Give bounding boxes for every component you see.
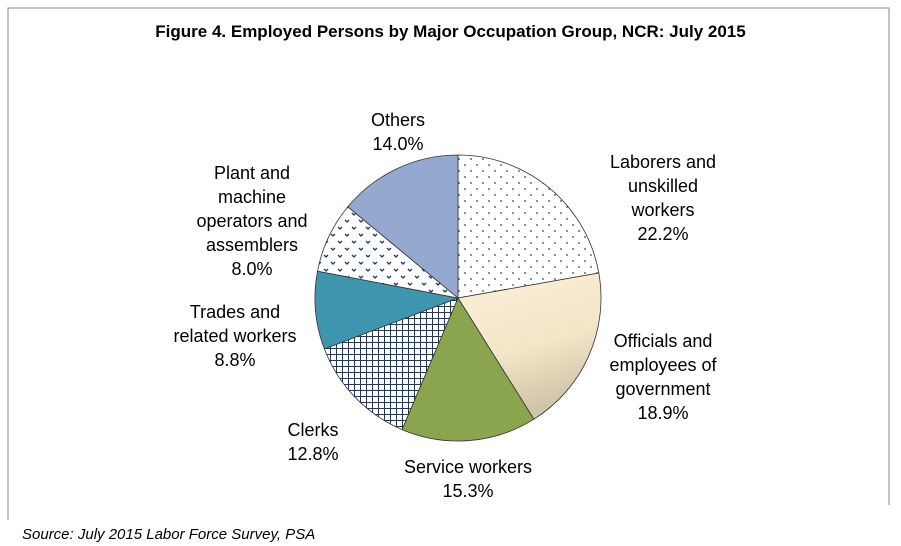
category-label: Others xyxy=(370,110,426,130)
category-label: Officials and employees of government xyxy=(609,331,717,399)
category-label: Plant and machine operators and assemble… xyxy=(196,163,308,255)
pie-slice xyxy=(457,272,602,420)
category-label: Clerks xyxy=(287,420,339,440)
frame xyxy=(7,7,890,520)
pie-slice xyxy=(457,154,600,299)
slice-label: Laborers and unskilled workers 22.2% xyxy=(598,150,728,246)
category-label: Service workers xyxy=(403,457,533,477)
source-note: Source: July 2015 Labor Force Survey, PS… xyxy=(22,526,316,543)
pie-slice xyxy=(323,297,459,431)
pie-slice xyxy=(347,154,459,299)
slice-label: Others 14.0% xyxy=(348,108,448,156)
slice-label: Officials and employees of government 18.… xyxy=(598,329,728,425)
value-label: 8.0% xyxy=(231,259,273,279)
pie-slice xyxy=(401,297,535,442)
value-label: 22.2% xyxy=(637,224,689,244)
value-label: 18.9% xyxy=(637,403,689,423)
slice-label: Trades and related workers 8.8% xyxy=(165,300,305,372)
slice-label: Plant and machine operators and assemble… xyxy=(187,161,317,281)
slice-label: Clerks 12.8% xyxy=(263,418,363,466)
value-label: 14.0% xyxy=(372,134,424,154)
category-label: Laborers and unskilled workers xyxy=(609,152,717,220)
chart-title: Figure 4. Employed Persons by Major Occu… xyxy=(155,22,746,41)
value-label: 8.8% xyxy=(214,350,256,370)
value-label: 12.8% xyxy=(287,444,339,464)
slice-label: Service workers 15.3% xyxy=(378,455,558,503)
category-label: Trades and related workers xyxy=(173,302,297,346)
value-label: 15.3% xyxy=(442,481,494,501)
